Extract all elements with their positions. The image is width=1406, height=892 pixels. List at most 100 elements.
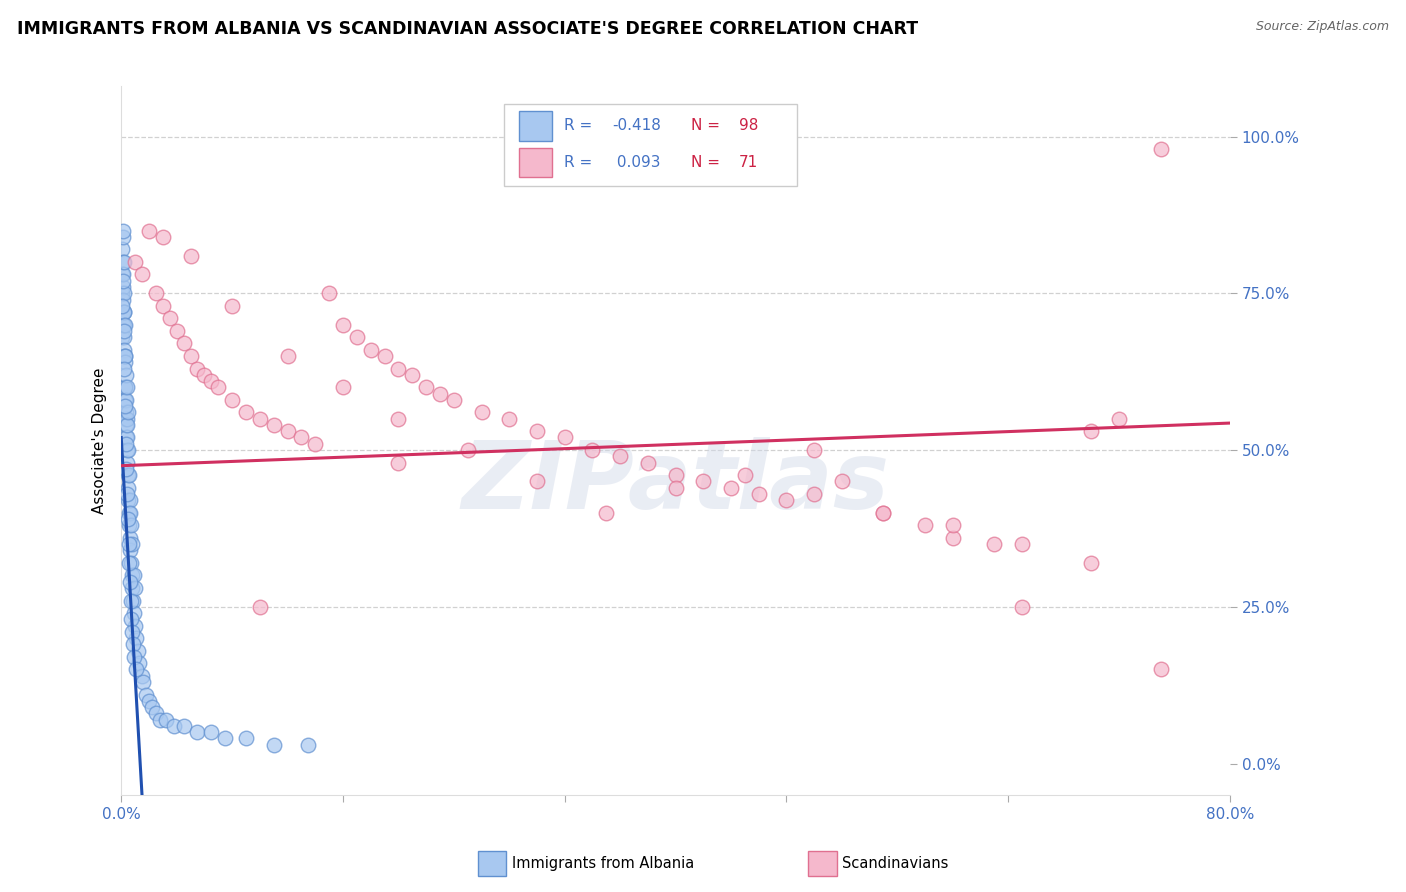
Point <box>360 343 382 357</box>
Point <box>1149 142 1171 156</box>
Point <box>118 531 141 545</box>
Point <box>120 543 142 558</box>
Point <box>131 669 153 683</box>
Point <box>872 506 894 520</box>
Point <box>115 487 138 501</box>
Point <box>117 468 139 483</box>
Point <box>297 738 319 752</box>
Point <box>214 731 236 746</box>
Point <box>235 405 257 419</box>
Point <box>155 713 177 727</box>
Point <box>121 581 143 595</box>
Point <box>443 392 465 407</box>
Point <box>1149 663 1171 677</box>
Point <box>112 255 135 269</box>
Point <box>114 411 136 425</box>
Point <box>346 330 368 344</box>
Point <box>112 305 135 319</box>
Point <box>112 293 135 307</box>
Point <box>1011 599 1033 614</box>
Point <box>664 481 686 495</box>
Point <box>117 481 139 495</box>
Point <box>125 631 148 645</box>
Point <box>1080 556 1102 570</box>
Point <box>122 593 145 607</box>
Point <box>131 268 153 282</box>
Point <box>117 443 139 458</box>
Point <box>179 349 201 363</box>
Text: 0.093: 0.093 <box>613 155 661 170</box>
Point <box>263 417 285 432</box>
Point <box>114 318 136 332</box>
Point <box>983 537 1005 551</box>
Point <box>235 731 257 746</box>
Point <box>159 311 181 326</box>
Point <box>117 417 139 432</box>
Point <box>114 380 136 394</box>
Text: N =: N = <box>690 119 725 134</box>
Text: 98: 98 <box>738 119 758 134</box>
Point <box>207 380 229 394</box>
Point <box>124 649 146 664</box>
Point <box>554 430 576 444</box>
Point <box>111 274 134 288</box>
Point <box>115 430 138 444</box>
Point <box>111 243 134 257</box>
Point <box>173 719 195 733</box>
Point <box>276 424 298 438</box>
Point <box>112 324 135 338</box>
Point <box>166 324 188 338</box>
Point <box>263 738 285 752</box>
Point <box>276 349 298 363</box>
Text: IMMIGRANTS FROM ALBANIA VS SCANDINAVIAN ASSOCIATE'S DEGREE CORRELATION CHART: IMMIGRANTS FROM ALBANIA VS SCANDINAVIAN … <box>17 20 918 37</box>
Point <box>803 443 825 458</box>
Point <box>115 380 138 394</box>
Point <box>332 318 354 332</box>
Point <box>457 443 479 458</box>
Point <box>112 343 135 357</box>
Text: R =: R = <box>564 119 596 134</box>
Point <box>373 349 395 363</box>
Point <box>163 719 186 733</box>
Point <box>664 468 686 483</box>
Text: Source: ZipAtlas.com: Source: ZipAtlas.com <box>1256 20 1389 33</box>
Point <box>114 349 136 363</box>
Point <box>112 361 135 376</box>
Point <box>111 255 134 269</box>
Point <box>114 392 136 407</box>
Point <box>115 392 138 407</box>
Point <box>111 230 134 244</box>
Point <box>124 255 146 269</box>
Point <box>1011 537 1033 551</box>
Point <box>1080 424 1102 438</box>
Point <box>115 368 138 382</box>
FancyBboxPatch shape <box>519 148 553 178</box>
Point <box>117 456 139 470</box>
Point <box>114 349 136 363</box>
Point <box>125 663 148 677</box>
Point <box>114 436 136 450</box>
Point <box>118 574 141 589</box>
Point <box>831 475 853 489</box>
Point <box>498 411 520 425</box>
Point <box>118 518 141 533</box>
Point <box>138 223 160 237</box>
Text: ZIPatlas: ZIPatlas <box>461 437 890 529</box>
Point <box>221 392 243 407</box>
Point <box>112 330 135 344</box>
Point <box>332 380 354 394</box>
Point <box>112 318 135 332</box>
Point <box>692 475 714 489</box>
Point <box>111 330 134 344</box>
Point <box>720 481 742 495</box>
Point <box>141 700 163 714</box>
Point <box>118 493 141 508</box>
Point <box>526 424 548 438</box>
Point <box>318 286 340 301</box>
Point <box>114 380 136 394</box>
Point <box>186 361 208 376</box>
Point <box>401 368 423 382</box>
Point <box>135 688 157 702</box>
Point <box>200 374 222 388</box>
Point <box>173 336 195 351</box>
